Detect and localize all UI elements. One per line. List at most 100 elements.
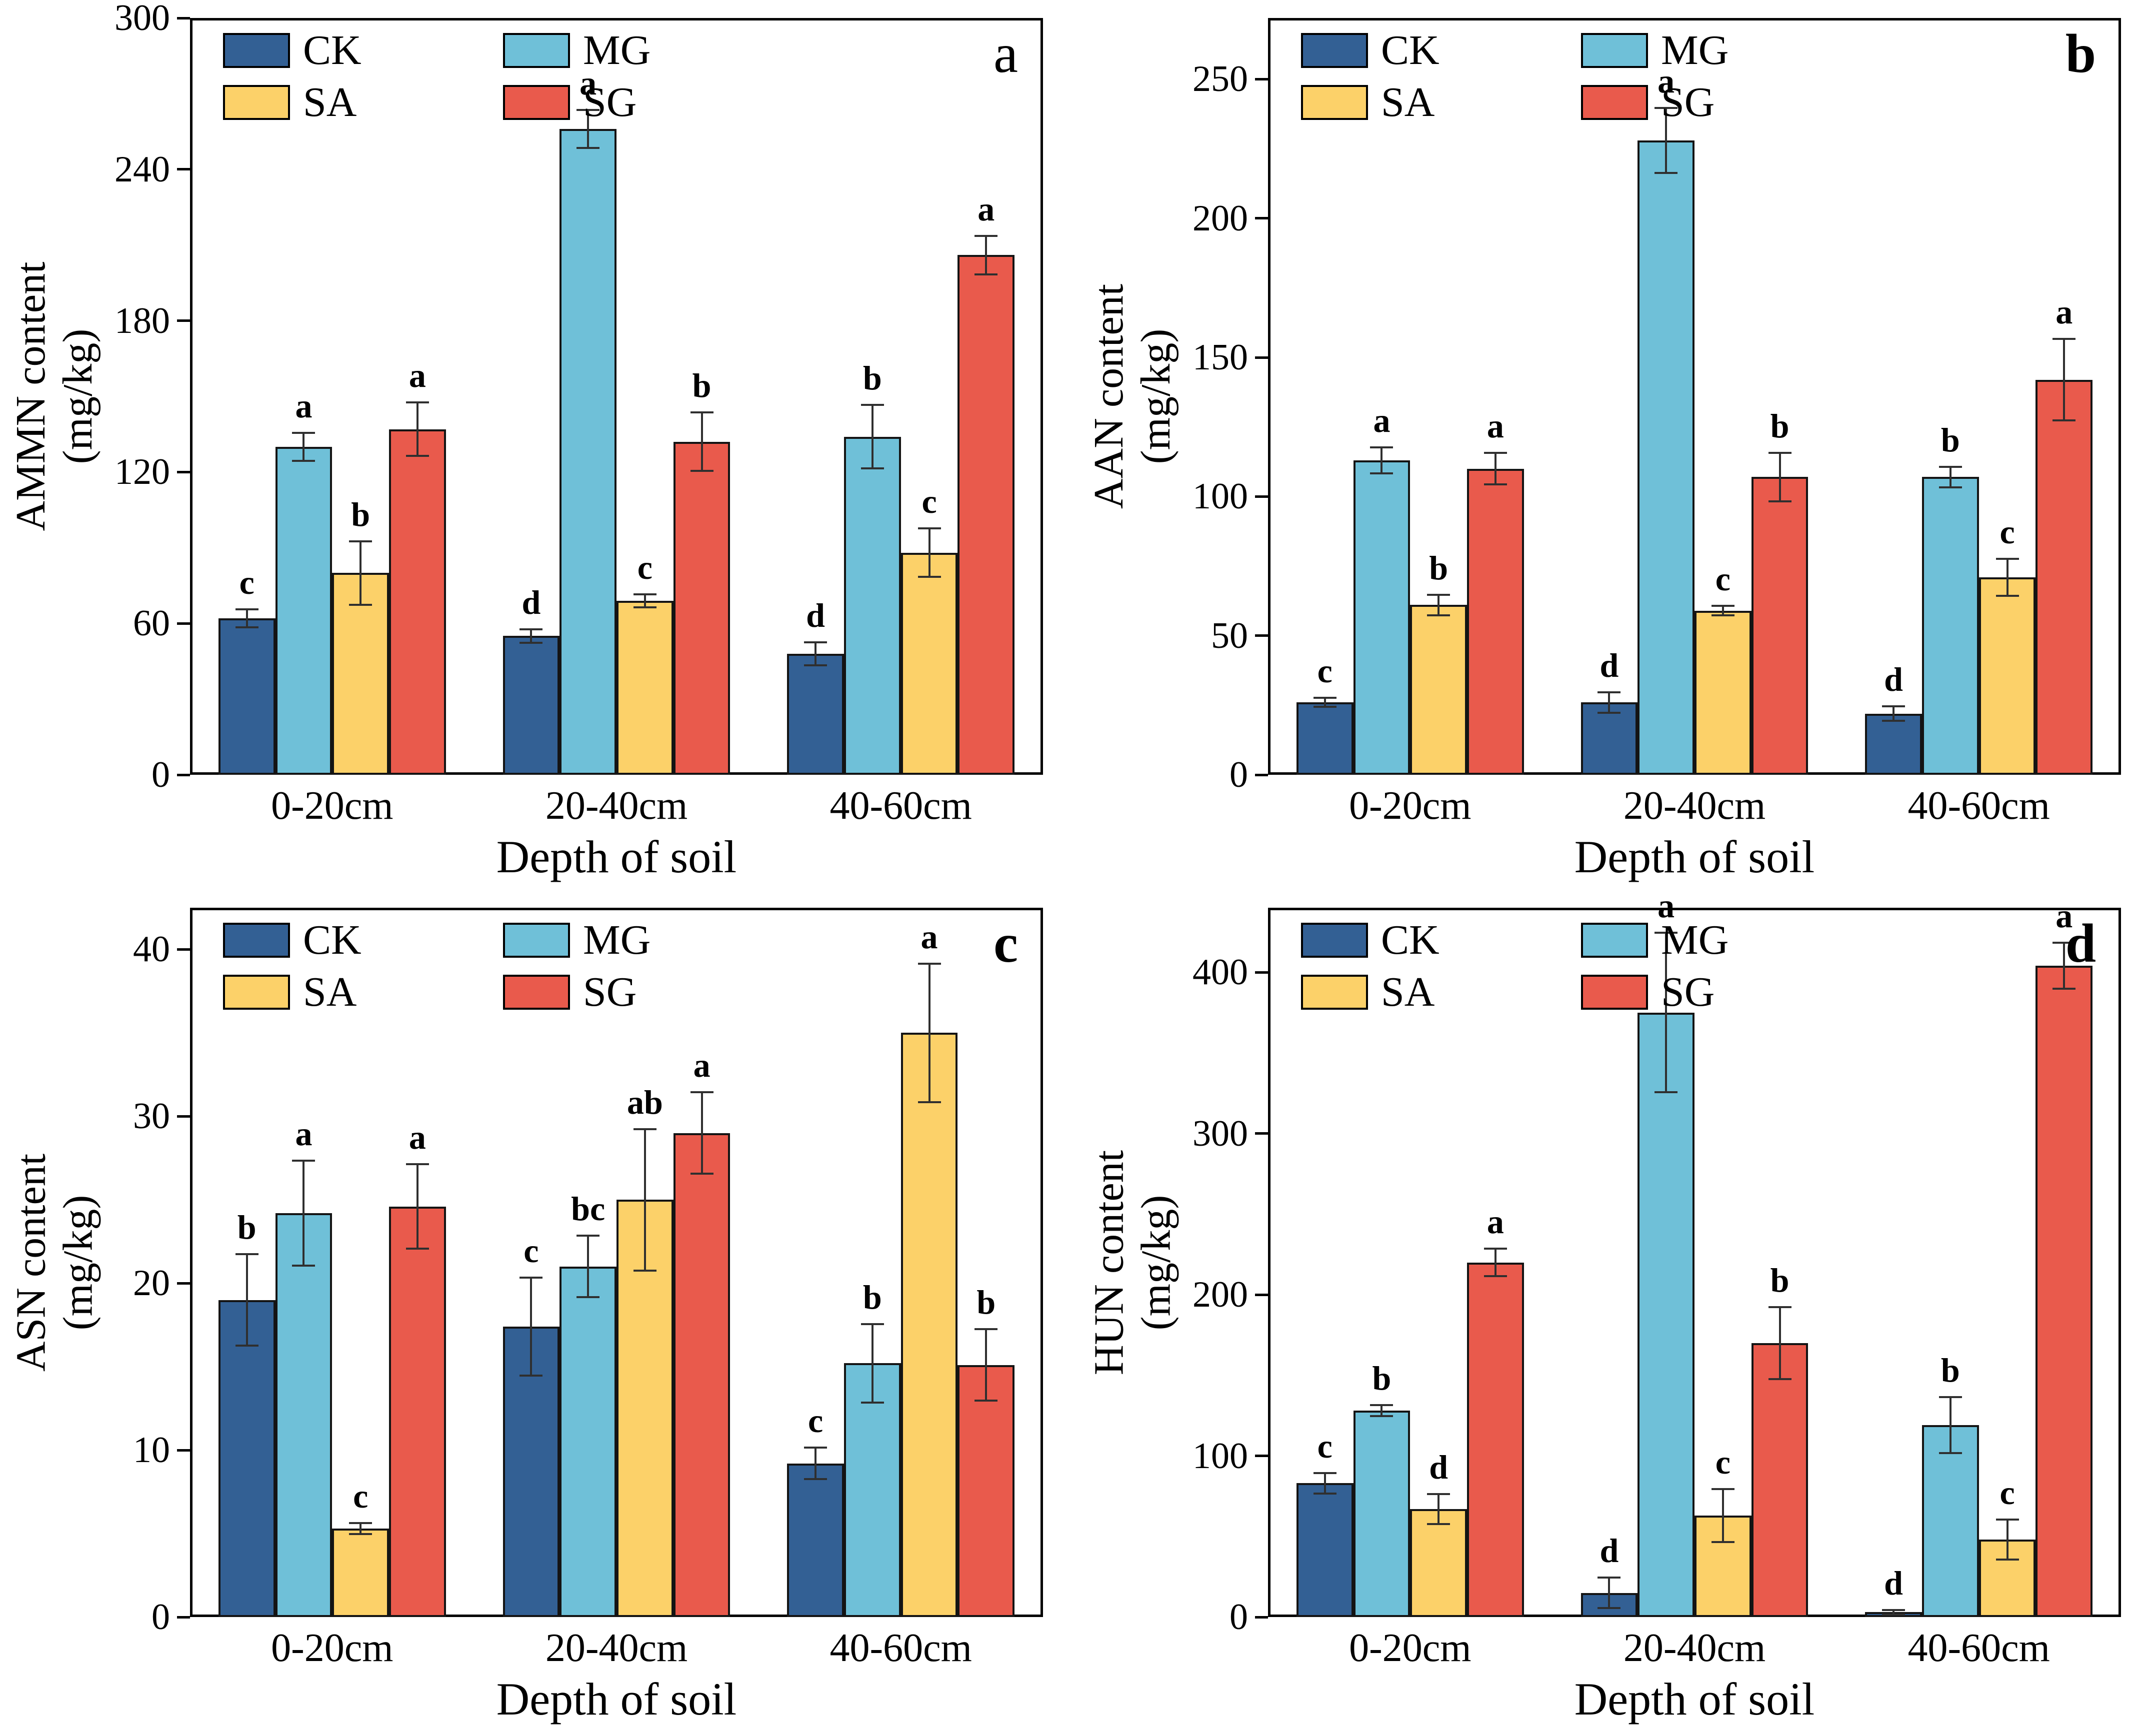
significance-letter: b — [1429, 549, 1448, 587]
x-tick-label: 0-20cm — [271, 1626, 394, 1670]
error-bar-cap-bottom — [1938, 486, 1962, 488]
error-bar-cap-bottom — [860, 467, 884, 470]
bar-SA-0-20cm — [332, 573, 390, 775]
error-bar-line — [302, 1160, 305, 1267]
error-bar-cap-top — [235, 1253, 258, 1256]
significance-letter: d — [1600, 646, 1619, 684]
panel-a-ammn-chart: 0 60 120 180 240 300 AMMN content (mg/kg) c a b a 0-… — [0, 0, 1078, 890]
error-bar-cap-bottom — [690, 1173, 714, 1175]
y-axis-tick — [1255, 77, 1268, 80]
bar-SA-40-60cm — [900, 1033, 958, 1617]
error-bar-cap-bottom — [1996, 594, 2019, 597]
y-tick-label: 150 — [1192, 337, 1248, 378]
significance-letter: d — [1884, 660, 1903, 698]
legend-label-MG: MG — [583, 27, 651, 73]
bar-SG-20-40cm — [1751, 477, 1808, 775]
error-bar-SA-0-20cm — [349, 1522, 372, 1536]
error-bar-MG-40-60cm — [1938, 466, 1962, 488]
x-axis-title: Depth of soil — [496, 1674, 737, 1725]
error-bar-cap-bottom — [918, 576, 941, 578]
y-axis-title: ASN content (mg/kg) — [8, 908, 112, 1617]
y-axis-tick — [1255, 356, 1268, 359]
bar-SA-40-60cm — [1978, 577, 2036, 775]
error-bar-cap-top — [1313, 697, 1336, 699]
y-tick-label: 100 — [1192, 476, 1248, 517]
error-bar-CK-40-60cm — [1882, 1609, 1906, 1616]
error-bar-cap-bottom — [1313, 706, 1336, 708]
significance-letter: b — [862, 1278, 882, 1317]
error-bar-SG-40-60cm — [2052, 338, 2076, 422]
y-axis-tick — [177, 1616, 190, 1619]
error-bar-SG-20-40cm — [690, 411, 714, 472]
error-bar-cap-bottom — [1711, 614, 1734, 616]
significance-letter: c — [2000, 512, 2015, 551]
bar-CK-0-20cm — [1296, 702, 1354, 775]
bar-MG-0-20cm — [275, 446, 332, 775]
x-axis-title: Depth of soil — [496, 831, 737, 882]
significance-letter: a — [2056, 896, 2073, 935]
x-axis-title: Depth of soil — [1574, 831, 1815, 882]
error-bar-cap-bottom — [1370, 1415, 1394, 1418]
error-bar-cap-top — [804, 641, 828, 643]
y-axis-tick — [177, 470, 190, 473]
legend-label-SG: SG — [1661, 79, 1715, 125]
significance-letter: b — [862, 359, 882, 397]
legend-label-MG: MG — [1661, 917, 1729, 963]
legend-swatch-MG — [1581, 33, 1648, 68]
error-bar-cap-bottom — [1598, 711, 1621, 714]
y-axis-title-line1: ASN content — [8, 1153, 54, 1372]
error-bar-SA-40-60cm — [1996, 1519, 2019, 1561]
error-bar-cap-top — [1370, 1404, 1394, 1407]
error-bar-cap-top — [1768, 452, 1792, 454]
error-bar-cap-bottom — [860, 1401, 884, 1404]
error-bar-line — [871, 1323, 874, 1404]
error-bar-cap-bottom — [1370, 472, 1394, 474]
error-bar-cap-top — [1938, 466, 1962, 468]
error-bar-cap-bottom — [1938, 1452, 1962, 1455]
error-bar-line — [814, 1447, 817, 1481]
error-bar-cap-bottom — [235, 1345, 258, 1347]
y-axis-tick — [177, 16, 190, 19]
error-bar-line — [1608, 691, 1610, 714]
error-bar-CK-0-20cm — [1313, 1472, 1336, 1495]
error-bar-cap-top — [349, 1522, 372, 1524]
significance-letter: a — [408, 356, 426, 395]
error-bar-line — [1722, 1488, 1724, 1543]
error-bar-cap-bottom — [633, 606, 656, 608]
plot-area — [1268, 908, 2121, 1617]
error-bar-cap-bottom — [349, 1533, 372, 1536]
bar-MG-0-20cm — [1353, 460, 1410, 775]
y-axis-tick — [1255, 1132, 1268, 1135]
y-tick-label: 180 — [114, 300, 170, 341]
panel-letter: a — [994, 23, 1018, 84]
x-tick-label: 40-60cm — [1908, 784, 2050, 828]
significance-letter: a — [920, 918, 938, 956]
bar-SG-40-60cm — [958, 1365, 1015, 1617]
error-bar-cap-top — [520, 1276, 543, 1279]
error-bar-cap-top — [2052, 941, 2076, 944]
y-axis-tick — [1255, 217, 1268, 220]
y-tick-label: 0 — [1230, 754, 1248, 795]
error-bar-SG-20-40cm — [1768, 452, 1792, 502]
error-bar-cap-top — [1370, 446, 1394, 449]
error-bar-MG-20-40cm — [576, 108, 600, 149]
bar-CK-0-20cm — [1296, 1483, 1354, 1617]
error-bar-cap-bottom — [2052, 419, 2076, 422]
error-bar-line — [1778, 452, 1781, 502]
error-bar-cap-bottom — [2052, 988, 2076, 990]
legend-label-MG: MG — [1661, 27, 1729, 73]
y-axis-tick — [1255, 971, 1268, 974]
error-bar-SG-0-20cm — [1484, 1248, 1507, 1277]
significance-letter: b — [1770, 407, 1790, 445]
error-bar-cap-bottom — [520, 1375, 543, 1377]
legend-swatch-SA — [223, 975, 290, 1010]
bar-MG-20-40cm — [560, 1266, 616, 1617]
bar-SG-40-60cm — [2036, 379, 2093, 775]
error-bar-line — [2063, 941, 2066, 990]
x-tick-label: 20-40cm — [1623, 1626, 1766, 1670]
legend-swatch-CK — [1301, 33, 1368, 68]
error-bar-line — [2006, 557, 2008, 597]
error-bar-cap-bottom — [406, 455, 429, 457]
error-bar-cap-top — [520, 628, 543, 631]
error-bar-line — [928, 527, 930, 578]
